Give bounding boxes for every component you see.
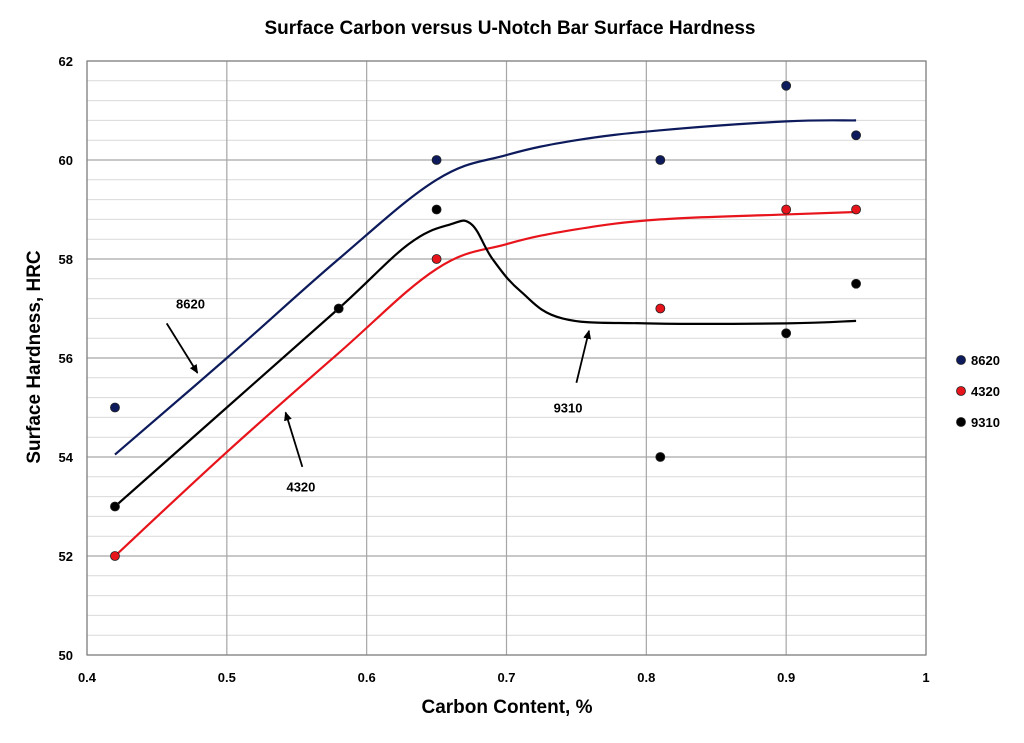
plot-border xyxy=(86,60,927,656)
data-point-8620 xyxy=(431,155,442,165)
annotation-arrow xyxy=(165,322,199,374)
trendline-8620 xyxy=(114,119,857,456)
annotation-arrow xyxy=(575,329,592,383)
data-point-9310 xyxy=(431,204,442,215)
legend-label: 4320 xyxy=(971,384,1000,399)
annotation-label: 9310 xyxy=(554,401,583,416)
data-point-4320 xyxy=(110,551,120,561)
data-point-9310 xyxy=(781,328,792,339)
legend-label: 9310 xyxy=(971,415,1000,430)
legend-marker-8620 xyxy=(956,355,966,365)
data-point-9310 xyxy=(851,278,861,289)
annotation-label: 8620 xyxy=(176,297,205,312)
x-tick-label: 0.8 xyxy=(637,670,655,685)
trendline-9310 xyxy=(114,219,857,508)
data-point-4320 xyxy=(851,204,861,215)
y-tick-label: 50 xyxy=(59,648,73,663)
x-tick-label: 0.6 xyxy=(358,670,376,685)
data-point-4320 xyxy=(431,254,442,264)
data-point-9310 xyxy=(655,452,666,462)
legend: 8620 4320 9310 xyxy=(956,353,1000,430)
legend-marker-4320 xyxy=(956,386,966,396)
x-tick-label: 0.4 xyxy=(78,670,97,685)
plot-area: 0.4 0.5 0.6 0.7 0.8 0.9 1 50 52 54 56 58 60 62 8620 432… xyxy=(59,54,930,685)
annotation-label: 4320 xyxy=(286,480,315,495)
x-tick-label: 0.5 xyxy=(218,670,236,685)
x-axis-label: Carbon Content, % xyxy=(422,697,593,718)
data-point-4320 xyxy=(655,303,666,314)
y-tick-label: 54 xyxy=(59,450,74,465)
y-axis-label: Surface Hardness, HRC xyxy=(24,250,45,464)
x-tick-label: 0.7 xyxy=(497,670,515,685)
y-tick-label: 62 xyxy=(59,54,73,69)
data-point-8620 xyxy=(781,80,792,91)
y-tick-label: 60 xyxy=(59,153,73,168)
data-point-9310 xyxy=(333,303,344,314)
data-point-8620 xyxy=(110,402,120,413)
x-tick-label: 1 xyxy=(922,670,929,685)
chart-title: Surface Carbon versus U-Notch Bar Surfac… xyxy=(265,18,756,39)
data-point-4320 xyxy=(781,204,792,215)
y-tick-label: 56 xyxy=(59,351,73,366)
data-point-9310 xyxy=(110,501,120,512)
data-point-8620 xyxy=(655,155,666,165)
legend-marker-9310 xyxy=(956,417,966,427)
x-tick-label: 0.9 xyxy=(777,670,795,685)
y-tick-label: 52 xyxy=(59,549,73,564)
y-tick-label: 58 xyxy=(59,252,73,267)
data-point-8620 xyxy=(851,130,861,141)
annotation-arrow xyxy=(284,411,304,468)
legend-label: 8620 xyxy=(971,353,1000,368)
